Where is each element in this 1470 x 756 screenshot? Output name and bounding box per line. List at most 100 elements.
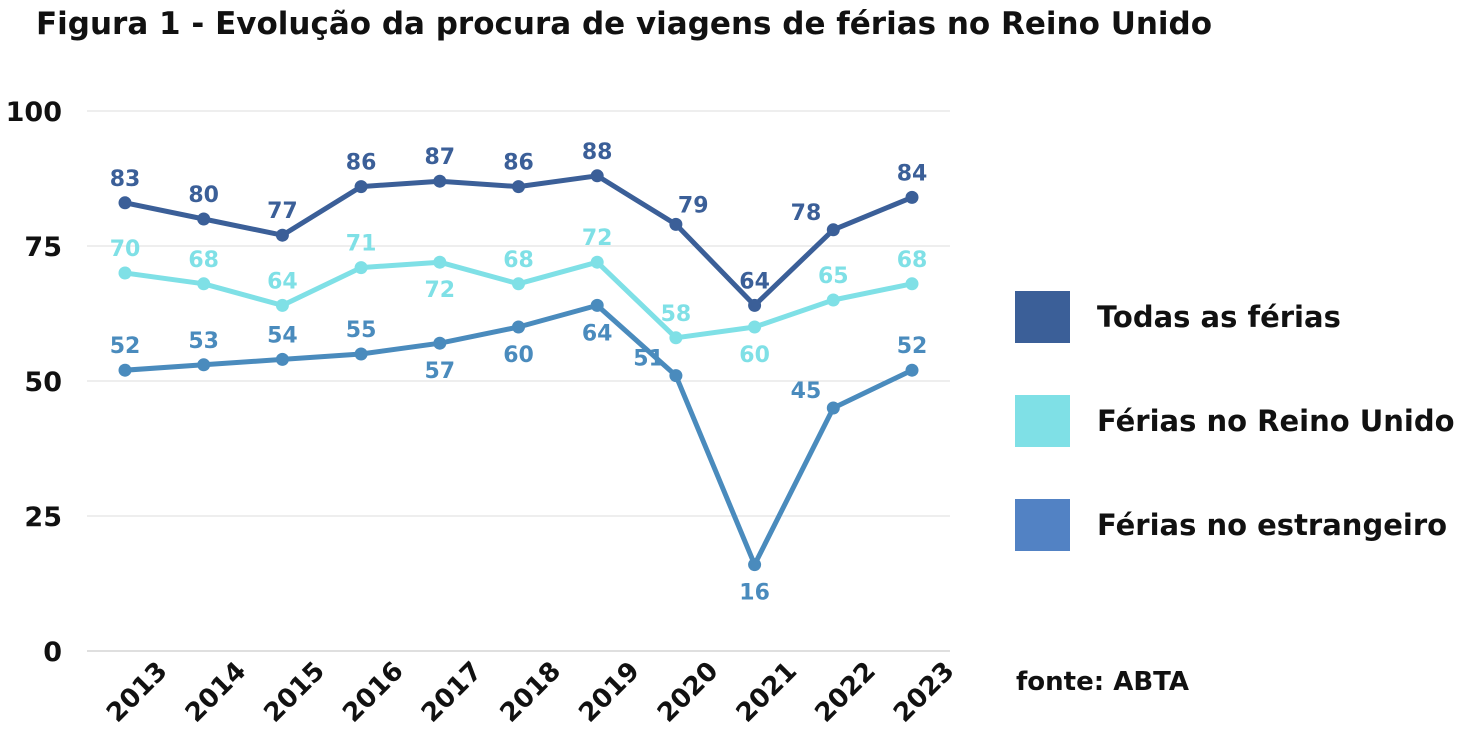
data-point — [275, 228, 289, 242]
data-label: 51 — [633, 347, 664, 372]
data-point — [748, 320, 762, 334]
legend-label: Férias no Reino Unido — [1097, 404, 1455, 438]
data-point — [590, 169, 604, 183]
y-tick-label: 100 — [6, 97, 62, 128]
data-label: 64 — [739, 269, 770, 294]
data-point — [748, 558, 762, 572]
data-point — [826, 401, 840, 415]
x-tick-label: 2019 — [573, 656, 645, 728]
source-note: fonte: ABTA — [1016, 667, 1189, 697]
data-label: 64 — [267, 269, 298, 294]
data-label: 78 — [791, 201, 822, 226]
legend-swatch — [1015, 499, 1070, 551]
x-tick-label: 2023 — [888, 656, 960, 728]
legend-item-ferias-no-estrangeiro: Férias no estrangeiro — [1015, 499, 1455, 551]
legend-label: Férias no estrangeiro — [1097, 508, 1448, 542]
legend-label: Todas as férias — [1097, 300, 1341, 334]
data-point — [354, 261, 368, 275]
x-tick-label: 2016 — [337, 656, 409, 728]
data-label: 86 — [503, 151, 534, 176]
data-point — [669, 369, 683, 383]
legend-swatch — [1015, 291, 1070, 343]
data-point — [590, 298, 604, 312]
data-label: 68 — [188, 248, 219, 273]
y-axis-tick-labels: 0 25 50 75 100 — [6, 97, 62, 668]
data-label: 86 — [346, 151, 377, 176]
y-tick-label: 75 — [24, 232, 62, 263]
x-tick-label: 2013 — [101, 656, 173, 728]
data-label: 71 — [346, 232, 377, 257]
x-axis-tick-labels: 2013 2014 2015 2016 2017 2018 2019 2020 2021 2022… — [101, 656, 960, 728]
data-point — [433, 336, 447, 350]
data-label: 88 — [582, 140, 613, 165]
gridlines — [87, 110, 950, 652]
x-tick-label: 2018 — [495, 656, 567, 728]
data-point — [118, 196, 132, 210]
data-label: 70 — [110, 237, 141, 262]
data-point — [118, 363, 132, 377]
data-point — [826, 293, 840, 307]
y-tick-label: 25 — [24, 502, 62, 533]
data-point — [433, 174, 447, 188]
data-point — [354, 180, 368, 194]
data-label: 68 — [897, 248, 928, 273]
data-point — [197, 212, 211, 226]
y-tick-label: 50 — [24, 367, 62, 398]
data-label: 72 — [424, 278, 455, 303]
x-tick-label: 2017 — [416, 656, 488, 728]
data-label: 87 — [424, 145, 455, 170]
data-labels: 83 80 77 86 87 86 88 79 64 78 84 70 68 64 71 72 68 72 58 60… — [110, 140, 928, 606]
data-point — [905, 277, 919, 291]
data-label: 72 — [582, 226, 613, 251]
data-label: 80 — [188, 183, 219, 208]
data-label: 79 — [678, 193, 709, 218]
data-label: 54 — [267, 323, 298, 348]
series-lines — [118, 169, 919, 572]
data-point — [197, 277, 211, 291]
data-point — [590, 255, 604, 269]
legend: Todas as férias Férias no Reino Unido Fé… — [1015, 291, 1455, 603]
x-tick-label: 2021 — [731, 656, 803, 728]
data-point — [275, 298, 289, 312]
data-point — [669, 217, 683, 231]
data-point — [905, 190, 919, 204]
data-label: 52 — [897, 334, 928, 359]
y-tick-label: 0 — [43, 637, 62, 668]
data-point — [354, 347, 368, 361]
x-tick-label: 2022 — [809, 656, 881, 728]
data-label: 84 — [897, 161, 928, 186]
legend-swatch — [1015, 395, 1070, 447]
data-point — [905, 363, 919, 377]
data-label: 83 — [110, 167, 141, 192]
data-label: 45 — [791, 379, 822, 404]
data-point — [669, 331, 683, 345]
data-label: 52 — [110, 334, 141, 359]
data-point — [197, 358, 211, 372]
data-label: 64 — [582, 321, 613, 346]
data-label: 60 — [739, 343, 770, 368]
data-label: 55 — [346, 318, 377, 343]
data-point — [512, 320, 525, 334]
data-label: 57 — [424, 359, 455, 384]
data-label: 60 — [503, 343, 534, 368]
data-point — [275, 352, 289, 366]
x-tick-label: 2020 — [652, 656, 724, 728]
data-label: 16 — [739, 581, 770, 606]
chart-title: Figura 1 - Evolução da procura de viagen… — [36, 6, 1213, 42]
data-label: 77 — [267, 199, 298, 224]
data-label: 68 — [503, 248, 534, 273]
legend-item-ferias-no-reino-unido: Férias no Reino Unido — [1015, 395, 1455, 447]
data-point — [748, 298, 762, 312]
data-point — [512, 277, 525, 291]
data-point — [512, 180, 525, 194]
x-tick-label: 2015 — [259, 656, 331, 728]
data-label: 53 — [188, 329, 219, 354]
data-label: 65 — [818, 264, 849, 289]
data-point — [826, 223, 840, 237]
data-point — [433, 255, 447, 269]
x-tick-label: 2014 — [180, 656, 252, 728]
data-point — [118, 266, 132, 280]
data-label: 58 — [661, 302, 692, 327]
legend-item-todas-as-ferias: Todas as férias — [1015, 291, 1455, 343]
